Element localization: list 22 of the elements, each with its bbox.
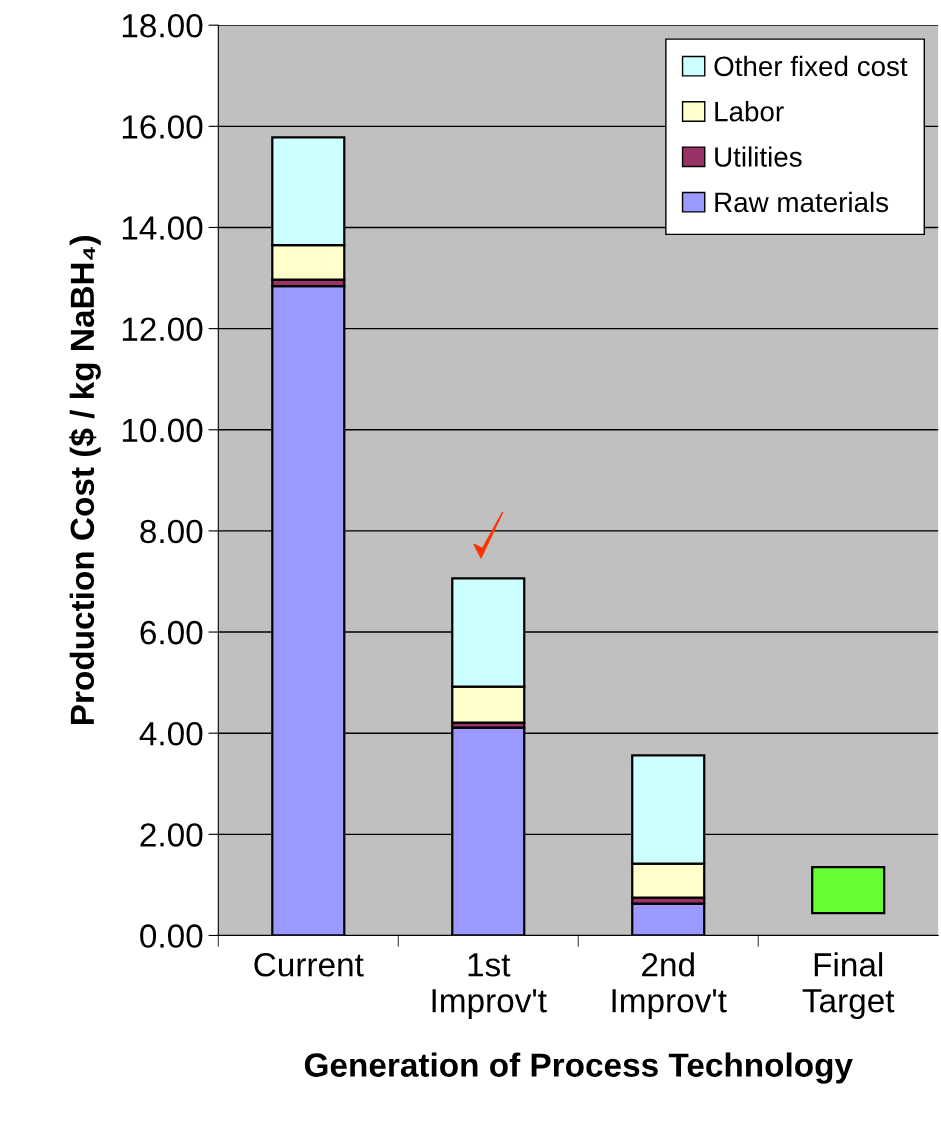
y-tick-label: 16.00	[122, 115, 203, 139]
bar	[811, 866, 886, 915]
bar	[631, 902, 706, 936]
x-tick-label: 2nd Improv't	[612, 952, 727, 1020]
legend-label: Raw materials	[715, 191, 889, 213]
y-tick-label: 8.00	[140, 519, 203, 544]
legend-label: Other fixed cost	[714, 55, 908, 77]
x-tick-label: Final Target	[802, 952, 895, 1020]
y-axis-title: Production Cost ($ / kg NaBH₄)	[69, 236, 101, 724]
y-tick-label: 10.00	[122, 418, 203, 443]
x-tick-label: Current	[254, 953, 364, 977]
y-tick-label: 14.00	[122, 216, 203, 240]
y-tick-label: 18.00	[122, 13, 203, 38]
legend-label: Labor	[715, 101, 784, 122]
y-tick-label: 6.00	[140, 620, 203, 645]
y-tick-label: 4.00	[139, 721, 203, 746]
legend-label: Utilities	[715, 146, 802, 167]
y-tick-label: 0.00	[140, 924, 203, 948]
y-tick-label: 12.00	[122, 317, 203, 342]
x-axis-title: Generation of Process Technology	[304, 1052, 853, 1084]
y-tick-label: 2.00	[140, 823, 203, 847]
x-tick-label: 1st Improv't	[432, 953, 547, 1020]
